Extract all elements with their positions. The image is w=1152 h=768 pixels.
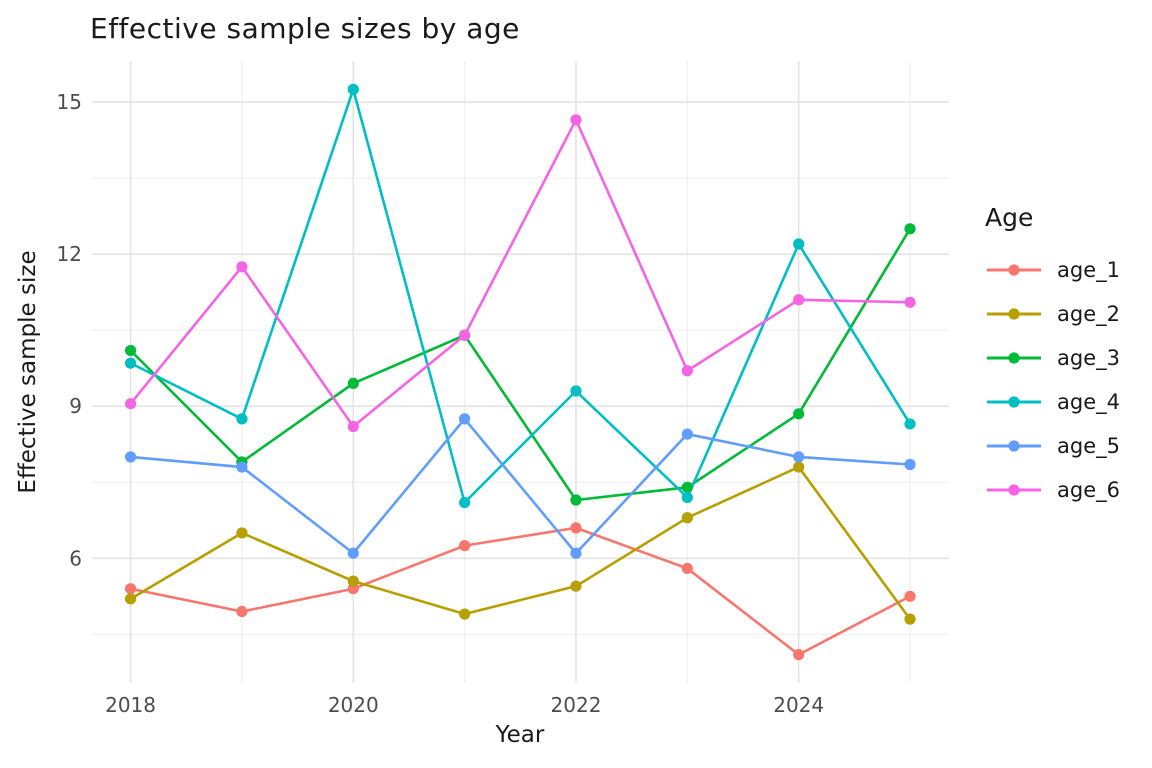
chart-title: Effective sample sizes by age (90, 12, 520, 45)
legend-entry-age_2: age_2 (985, 292, 1120, 336)
point-age_5 (459, 413, 471, 425)
y-tick-label: 15 (57, 90, 82, 114)
legend-key-icon (987, 352, 1041, 364)
series-line-age_5 (130, 416, 911, 556)
legend-label: age_6 (1057, 478, 1120, 502)
point-age_6 (124, 398, 137, 410)
series-line-age_2 (129, 465, 912, 620)
point-age_1 (570, 522, 582, 534)
series-line-age_6 (129, 116, 911, 429)
point-age_3 (124, 344, 137, 357)
x-tick-label: 2020 (328, 693, 379, 717)
point-age_5 (570, 547, 582, 559)
legend-entry-age_3: age_3 (985, 336, 1120, 380)
point-age_6 (459, 329, 471, 341)
point-age_5 (347, 547, 359, 559)
x-tick-label: 2022 (551, 693, 602, 717)
point-age_5 (904, 458, 916, 471)
legend-label: age_3 (1057, 346, 1120, 370)
point-age_4 (347, 83, 359, 95)
legend-label: age_4 (1057, 390, 1120, 414)
legend-entry-age_5: age_5 (985, 424, 1120, 468)
y-tick-label: 9 (69, 394, 82, 418)
series-line-age_1 (130, 526, 911, 657)
legend-label: age_1 (1057, 258, 1120, 282)
point-age_2 (904, 613, 916, 625)
point-age_1 (236, 605, 248, 618)
point-age_5 (124, 451, 137, 463)
legend-entry-age_6: age_6 (985, 468, 1120, 512)
legend-title: Age (985, 203, 1034, 232)
legend-key-icon (987, 440, 1041, 452)
point-age_2 (347, 575, 359, 587)
point-age_1 (681, 562, 693, 575)
point-age_6 (904, 296, 916, 308)
point-age_4 (236, 413, 248, 425)
series-line-age_4 (129, 84, 912, 506)
point-age_3 (570, 494, 582, 506)
point-age_6 (347, 420, 359, 433)
series-line-age_3 (129, 228, 912, 502)
point-age_2 (681, 512, 693, 524)
legend-key-icon (987, 308, 1041, 320)
x-axis-title: Year (495, 722, 545, 748)
point-age_6 (681, 365, 693, 377)
y-tick-label: 6 (69, 546, 82, 570)
point-age_3 (347, 377, 359, 390)
point-age_1 (904, 590, 916, 602)
x-tick-label: 2024 (773, 693, 824, 717)
point-age_5 (681, 428, 693, 440)
point-age_5 (793, 451, 805, 463)
point-age_4 (124, 357, 137, 369)
point-age_1 (124, 583, 137, 595)
point-age_4 (570, 385, 582, 397)
point-age_1 (793, 649, 805, 661)
point-age_3 (793, 408, 805, 420)
legend-entry-age_4: age_4 (985, 380, 1120, 424)
point-age_6 (793, 294, 805, 306)
legend-key-icon (987, 484, 1041, 496)
point-age_2 (793, 461, 805, 473)
x-tick-label: 2018 (105, 693, 156, 717)
legend-entries: age_1 age_2 age_3 age_4 age_5 age_6 (985, 248, 1120, 512)
point-age_2 (459, 608, 471, 620)
legend-label: age_5 (1057, 434, 1120, 458)
point-age_6 (570, 114, 582, 126)
point-age_4 (793, 238, 805, 250)
point-age_6 (236, 261, 248, 273)
point-age_4 (459, 496, 471, 509)
legend-label: age_2 (1057, 302, 1120, 326)
legend: Age age_1 age_2 age_3 age_4 age_5 age_6 (985, 203, 1120, 512)
point-age_2 (124, 593, 137, 605)
point-age_4 (681, 491, 693, 504)
point-age_1 (459, 540, 471, 552)
point-age_3 (681, 481, 693, 493)
point-age_3 (904, 223, 916, 235)
point-age_5 (236, 461, 248, 473)
legend-entry-age_1: age_1 (985, 248, 1120, 292)
legend-key-icon (987, 264, 1041, 276)
point-age_2 (236, 527, 248, 539)
y-tick-label: 12 (57, 242, 82, 266)
point-age_4 (904, 418, 916, 430)
point-age_2 (570, 580, 582, 592)
legend-key-icon (987, 396, 1041, 408)
